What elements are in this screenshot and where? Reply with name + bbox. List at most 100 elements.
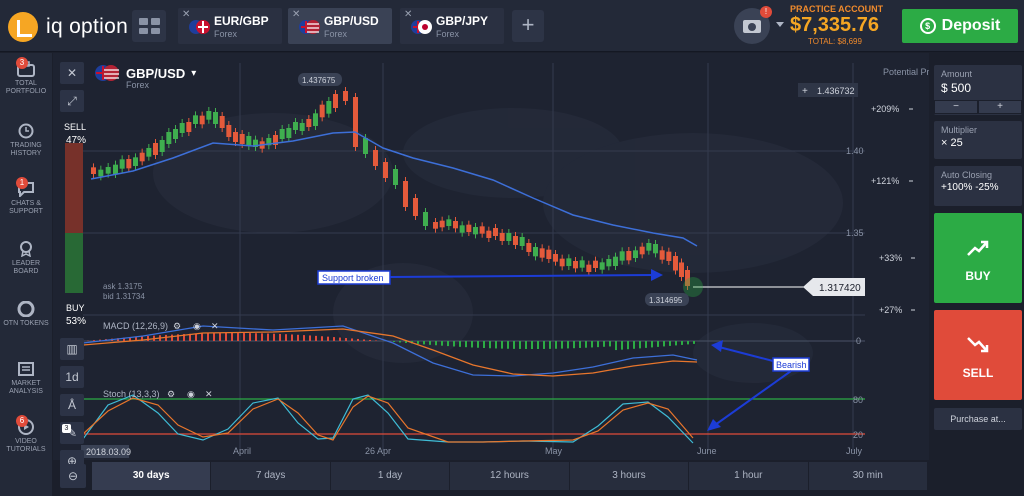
- macd-histogram-bar: [651, 341, 653, 348]
- macd-histogram-bar: [369, 339, 371, 341]
- macd-label: MACD (12,26,9): [103, 321, 168, 331]
- candle: [459, 225, 465, 233]
- tab-eur-gbp[interactable]: ✕ EUR/GBP Forex: [178, 8, 282, 44]
- candle: [279, 129, 285, 139]
- minus-button[interactable]: −: [934, 100, 978, 114]
- logo-text: iq option: [46, 15, 129, 38]
- timeframe-button[interactable]: 1d: [60, 366, 84, 388]
- plus-button[interactable]: +: [978, 100, 1022, 114]
- drawing-tools-icon[interactable]: ✎ 3: [60, 422, 84, 444]
- macd-histogram-bar: [393, 341, 395, 342]
- macd-histogram-bar: [327, 336, 329, 341]
- settings-icon[interactable]: ⚙: [173, 321, 181, 331]
- macd-histogram-bar: [255, 333, 257, 341]
- macd-histogram-bar: [339, 337, 341, 341]
- macd-histogram-bar: [219, 333, 221, 341]
- timeframe-12-hours[interactable]: 12 hours: [450, 462, 569, 490]
- sentiment-bar: [65, 143, 83, 293]
- candle: [239, 134, 245, 144]
- macd-histogram-bar: [231, 333, 233, 341]
- flag-gb-us-icon: [95, 65, 119, 81]
- portfolio-icon: 3: [16, 57, 36, 77]
- nav-chats-support[interactable]: 1 CHATS & SUPPORT: [9, 177, 43, 215]
- macd-histogram-bar: [579, 341, 581, 348]
- macd-histogram-bar: [177, 334, 179, 341]
- candle: [206, 111, 212, 120]
- macd-histogram-bar: [405, 341, 407, 343]
- chart-area[interactable]: 1.40 1.35 0 80 20 +209% +121% +33% +27% …: [53, 53, 942, 460]
- indicators-icon[interactable]: Å: [60, 394, 84, 416]
- timeframe-30-days[interactable]: 30 days: [92, 462, 211, 490]
- analysis-icon: [16, 361, 36, 377]
- nav-otn-tokens[interactable]: OTN TOKENS: [0, 300, 52, 328]
- timeframe-1-hour[interactable]: 1 hour: [689, 462, 808, 490]
- tab-gbp-usd[interactable]: ✕ GBP/USD Forex: [288, 8, 392, 44]
- sell-button[interactable]: SELL: [934, 310, 1022, 400]
- potential-profit-label: Potential Profit: [883, 67, 929, 77]
- nav-total-portfolio[interactable]: 3 TOTAL PORTFOLIO: [5, 57, 47, 95]
- close-chart-button[interactable]: ✕: [60, 62, 84, 84]
- zoom-out-icon[interactable]: ⊖: [60, 464, 86, 488]
- asset-header[interactable]: GBP/USD ▾ Forex: [94, 62, 197, 90]
- candle: [619, 251, 625, 261]
- camera-badge: !: [760, 6, 772, 18]
- candle: [333, 94, 338, 108]
- grid-menu-button[interactable]: [132, 10, 166, 42]
- multiplier-field[interactable]: Multiplier × 25: [934, 121, 1022, 159]
- price-chart[interactable]: 1.40 1.35 0 80 20 +209% +121% +33% +27% …: [53, 53, 942, 460]
- date-label: July: [846, 446, 863, 456]
- macd-histogram-bar: [549, 341, 551, 349]
- chevron-down-icon[interactable]: ▾: [191, 67, 197, 79]
- candle: [326, 101, 332, 114]
- nav-market-analysis[interactable]: MARKET ANALYSIS: [0, 361, 52, 396]
- macd-histogram-bar: [117, 338, 119, 341]
- macd-histogram-bar: [525, 341, 527, 349]
- bearish-arrow-macd: [718, 346, 774, 362]
- amount-stepper[interactable]: − +: [934, 100, 1022, 114]
- chart-type-icon[interactable]: ▥: [60, 338, 84, 360]
- support-annotation-box: [317, 270, 391, 285]
- timeframe-7-days[interactable]: 7 days: [211, 462, 330, 490]
- close-icon[interactable]: ✕: [182, 9, 191, 20]
- close-icon[interactable]: ✕: [404, 9, 413, 20]
- deposit-button[interactable]: $ Deposit: [902, 9, 1018, 43]
- nav-trading-history[interactable]: TRADING HISTORY: [0, 123, 52, 158]
- expand-icon[interactable]: ⤢: [60, 90, 84, 112]
- candle: [633, 250, 638, 258]
- macd-tick: 0: [856, 336, 861, 346]
- nav-leader-board[interactable]: LEADER BOARD: [0, 241, 52, 276]
- logo-icon: [8, 12, 38, 42]
- candle: [473, 227, 478, 235]
- auto-closing-field[interactable]: Auto Closing +100% -25%: [934, 166, 1022, 206]
- nav-video-tutorials[interactable]: 6 VIDEO TUTORIALS: [6, 415, 46, 453]
- eye-icon[interactable]: ◉: [187, 389, 195, 399]
- screenshot-button[interactable]: !: [734, 6, 772, 44]
- close-icon[interactable]: ✕: [292, 9, 301, 20]
- candle: [499, 233, 505, 241]
- add-tab-button[interactable]: +: [512, 10, 544, 42]
- close-icon[interactable]: ✕: [211, 321, 219, 331]
- purchase-at-button[interactable]: Purchase at...: [934, 408, 1022, 430]
- eye-icon[interactable]: ◉: [193, 321, 201, 331]
- candle: [659, 250, 665, 260]
- candle: [666, 251, 672, 261]
- macd-histogram-bar: [453, 341, 455, 347]
- candle: [403, 181, 408, 207]
- candle: [579, 260, 585, 268]
- timeframe-3-hours[interactable]: 3 hours: [569, 462, 689, 490]
- account-balance[interactable]: PRACTICE ACCOUNT $7,335.76 TOTAL: $8,699: [790, 4, 890, 46]
- close-icon[interactable]: ✕: [205, 389, 213, 399]
- candle: [91, 167, 96, 174]
- macd-histogram-bar: [657, 341, 659, 347]
- tab-gbp-jpy[interactable]: ✕ GBP/JPY Forex: [400, 8, 504, 44]
- macd-histogram-bar: [513, 341, 515, 349]
- candle: [479, 226, 485, 234]
- candle: [453, 221, 458, 229]
- crosshair-plus-icon[interactable]: +: [802, 86, 808, 97]
- timeframe-1-day[interactable]: 1 day: [330, 462, 450, 490]
- chevron-down-icon[interactable]: [776, 22, 784, 27]
- buy-button[interactable]: BUY: [934, 213, 1022, 303]
- logo[interactable]: iq option: [8, 12, 128, 42]
- settings-icon[interactable]: ⚙: [167, 389, 175, 399]
- timeframe-30-min[interactable]: 30 min: [808, 462, 927, 490]
